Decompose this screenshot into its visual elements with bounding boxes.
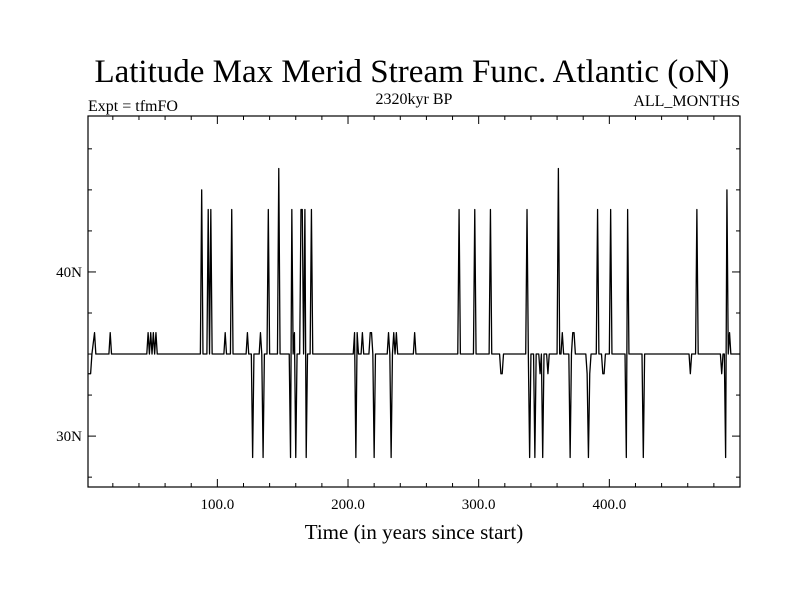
x-tick-label: 100.0 (200, 497, 234, 513)
subtitle-center: 2320kyr BP (376, 91, 453, 108)
x-axis-label: Time (in years since start) (305, 520, 524, 544)
series-group (88, 167, 740, 459)
y-tick-label: 40N (56, 265, 82, 281)
series-line (88, 167, 740, 459)
subtitle-left: Expt = tfmFO (88, 98, 178, 115)
plot-frame (87, 115, 741, 488)
y-tick-label: 30N (56, 429, 82, 445)
subtitle-right: ALL_MONTHS (633, 93, 740, 110)
chart-title: Latitude Max Merid Stream Func. Atlantic… (94, 54, 729, 90)
x-axis-ticks: 100.0 200.0 300.0 400.0 (112, 116, 715, 513)
x-tick-label: 200.0 (331, 497, 365, 513)
x-tick-label: 400.0 (592, 497, 626, 513)
x-tick-label: 300.0 (462, 497, 496, 513)
y-axis-ticks: 30N 40N (56, 148, 740, 478)
